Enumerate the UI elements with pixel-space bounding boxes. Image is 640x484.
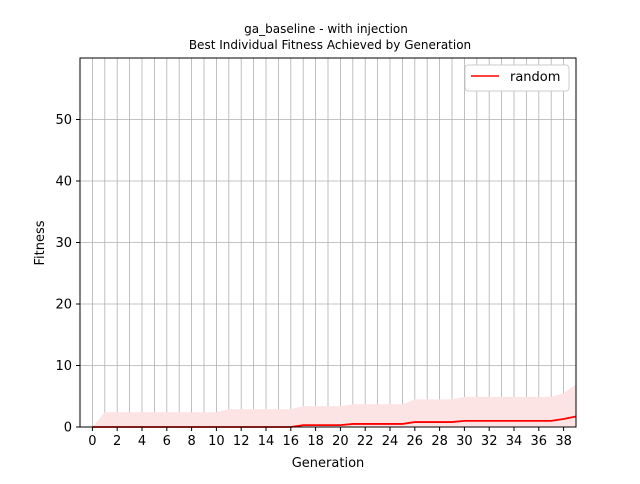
x-tick-label: 16 xyxy=(283,434,300,449)
chart-title: ga_baseline - with injection xyxy=(244,22,408,36)
y-axis-ticks: 0 10 20 30 40 50 xyxy=(55,113,80,436)
y-tick-label: 0 xyxy=(64,421,72,436)
x-axis-label: Generation xyxy=(292,456,365,471)
x-tick-label: 2 xyxy=(113,434,121,449)
x-tick-label: 26 xyxy=(407,434,424,449)
legend: random xyxy=(464,64,570,92)
y-tick-label: 10 xyxy=(55,359,72,374)
x-tick-label: 30 xyxy=(456,434,473,449)
x-tick-label: 22 xyxy=(357,434,374,449)
y-tick-label: 20 xyxy=(55,298,72,313)
band-random xyxy=(92,384,577,427)
y-tick-label: 50 xyxy=(55,113,72,128)
legend-label-random: random xyxy=(510,70,560,85)
x-tick-label: 6 xyxy=(163,434,171,449)
legend-box xyxy=(464,64,570,92)
x-tick-label: 0 xyxy=(88,434,96,449)
y-tick-label: 30 xyxy=(55,236,72,251)
x-tick-label: 24 xyxy=(382,434,399,449)
x-tick-label: 20 xyxy=(332,434,349,449)
x-tick-label: 4 xyxy=(138,434,146,449)
x-tick-label: 34 xyxy=(506,434,523,449)
x-tick-label: 32 xyxy=(481,434,498,449)
x-tick-label: 10 xyxy=(208,434,225,449)
x-tick-label: 14 xyxy=(258,434,275,449)
x-tick-label: 28 xyxy=(431,434,448,449)
confidence-band xyxy=(92,384,577,427)
y-axis-label: Fitness xyxy=(33,220,48,265)
chart-subtitle: Best Individual Fitness Achieved by Gene… xyxy=(189,38,471,52)
x-tick-label: 36 xyxy=(531,434,548,449)
y-tick-label: 40 xyxy=(55,175,72,190)
x-axis-ticks: 0 2 4 6 8 10 12 14 16 18 20 22 24 26 28 30 32 34 36 38 xyxy=(88,427,572,449)
x-tick-label: 18 xyxy=(307,434,324,449)
x-tick-label: 12 xyxy=(233,434,250,449)
x-tick-label: 8 xyxy=(187,434,195,449)
x-tick-label: 38 xyxy=(555,434,572,449)
grid xyxy=(80,58,577,428)
